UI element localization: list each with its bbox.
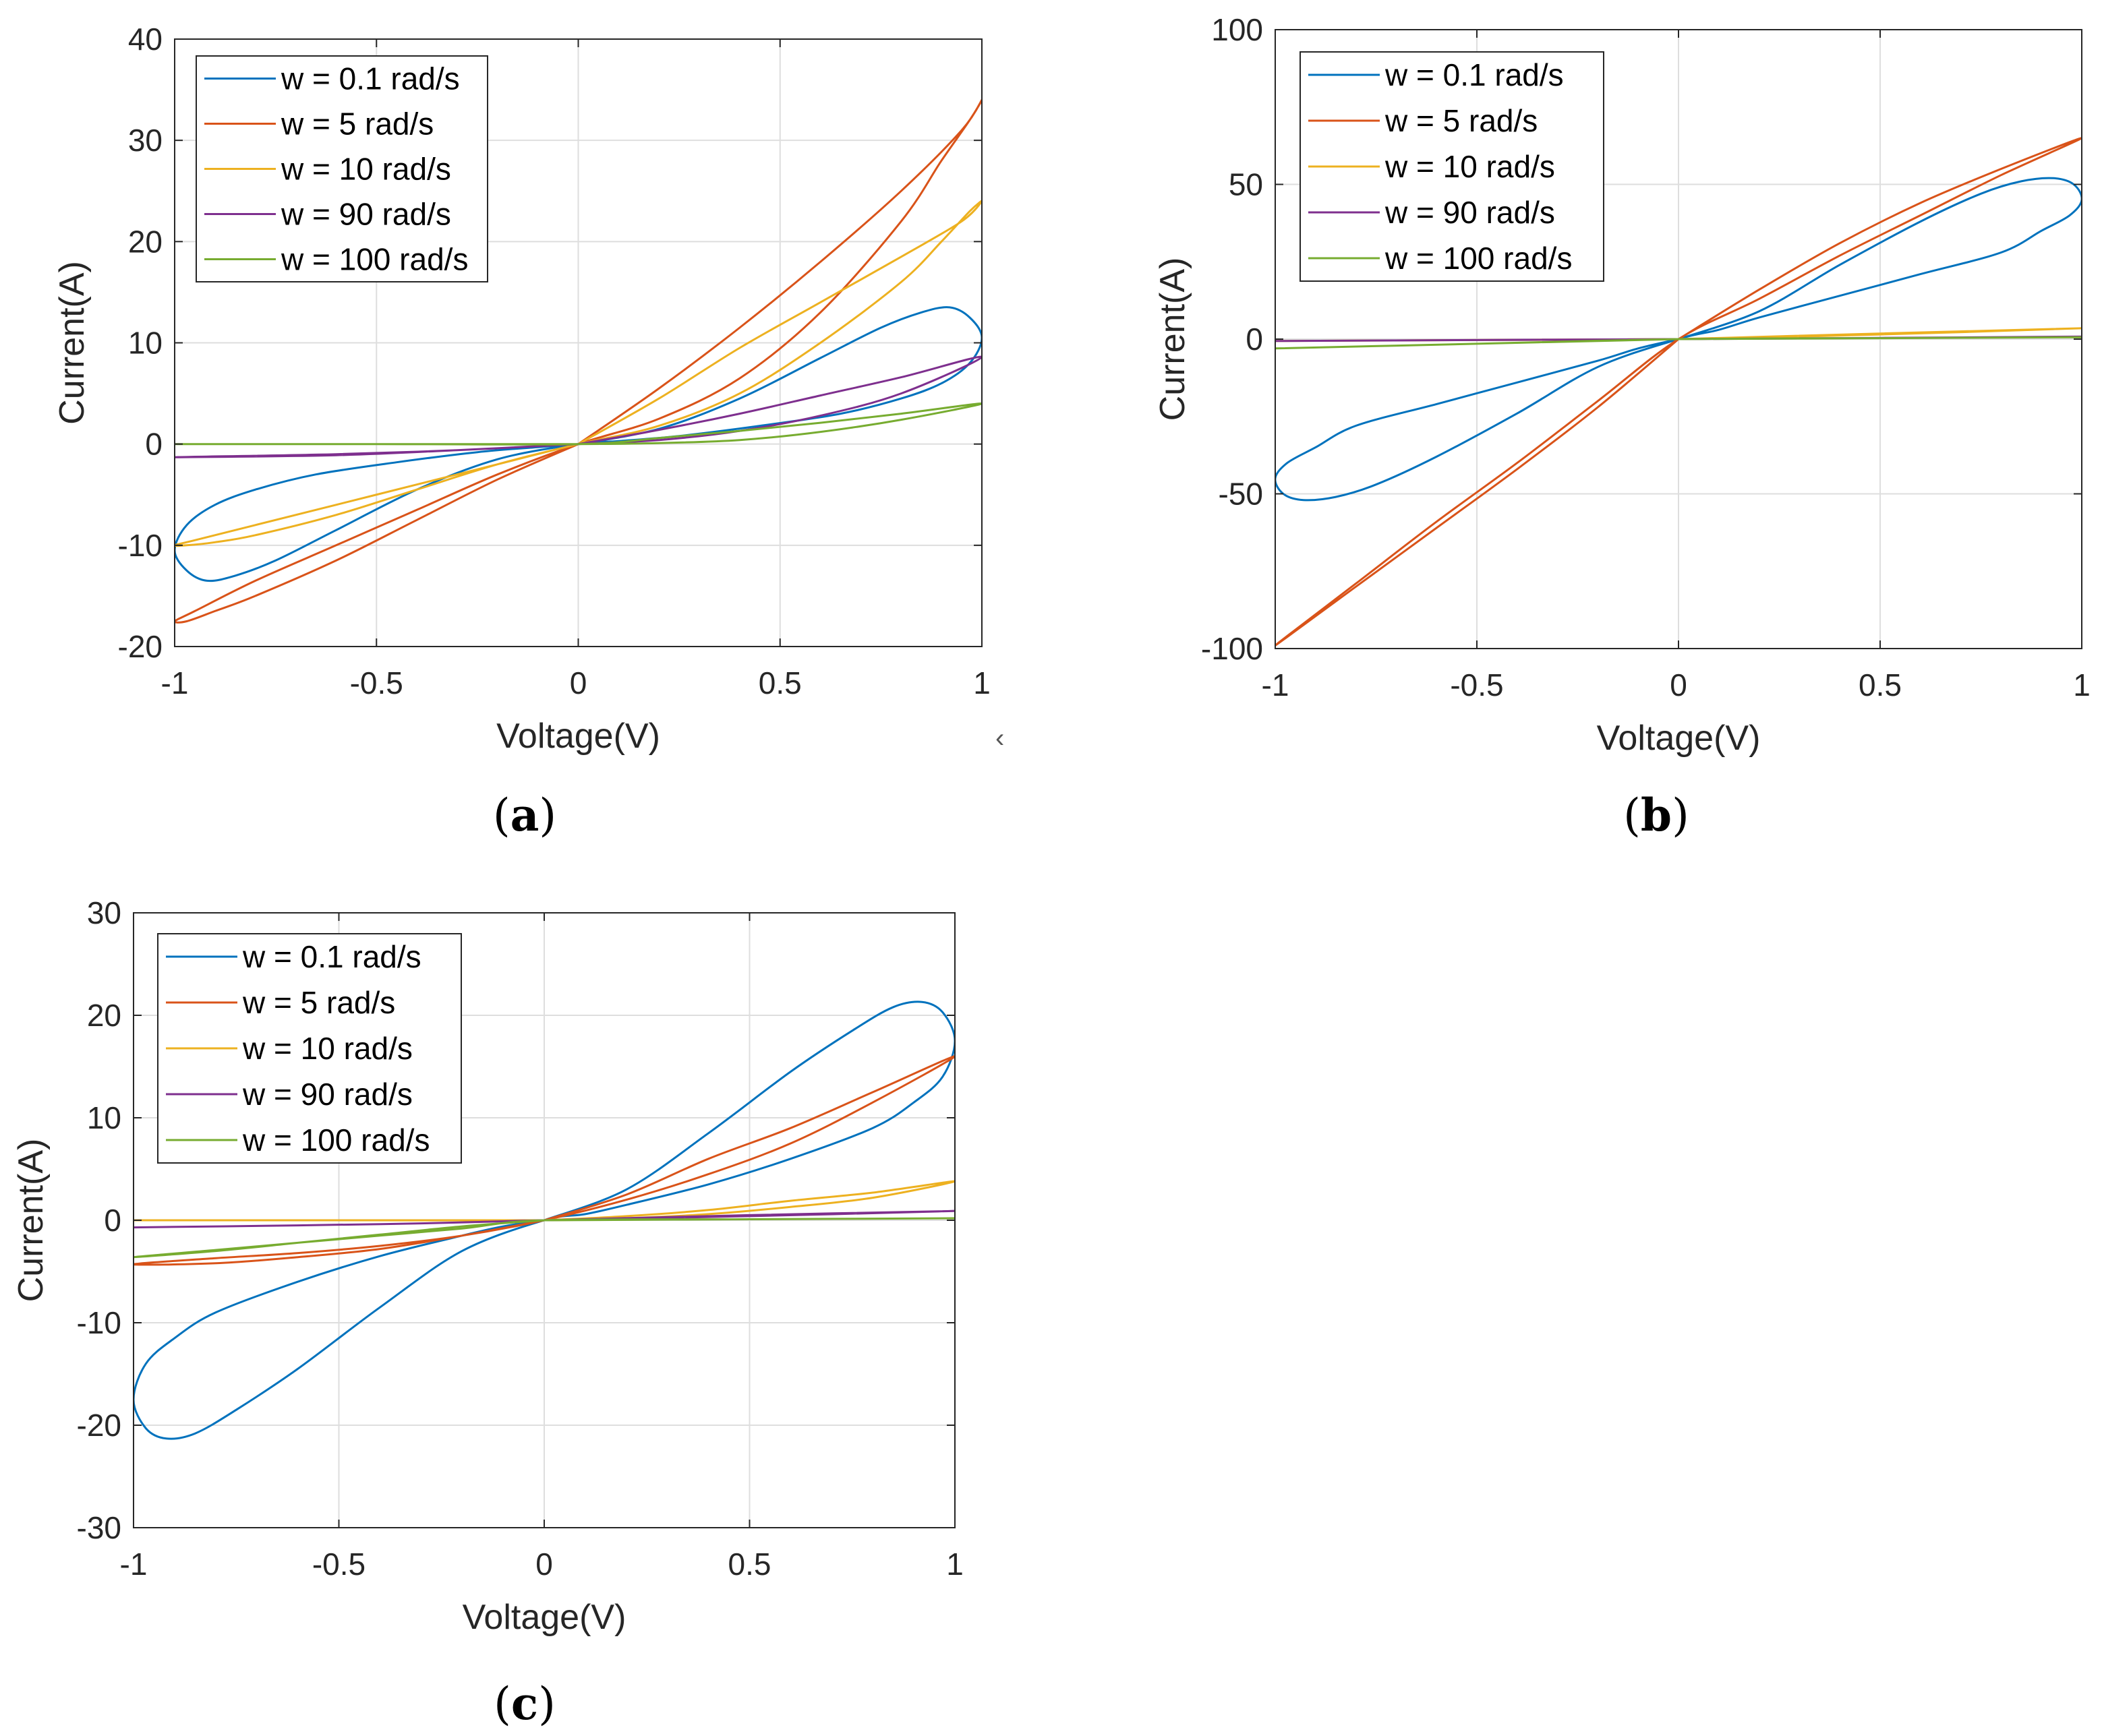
series-line-5 — [134, 1217, 955, 1259]
series-line-5 — [1275, 336, 2082, 350]
y-axis-label: Current(A) — [1153, 258, 1192, 421]
x-tick-label: -0.5 — [350, 665, 403, 700]
y-tick-label: 100 — [1211, 12, 1263, 47]
x-tick-label: 0.5 — [759, 665, 802, 700]
x-tick-label: -0.5 — [1450, 667, 1503, 702]
y-tick-label: 10 — [128, 326, 163, 361]
legend-entry: w = 0.1 rad/s — [281, 61, 460, 96]
legend: w = 0.1 rad/s w = 5 rad/s w = 10 rad/s w = … — [196, 55, 488, 282]
y-tick-label: 30 — [87, 895, 121, 930]
series-group — [1275, 137, 2082, 647]
series-line-4 — [175, 355, 982, 458]
x-tick-label: 1 — [973, 665, 991, 700]
y-tick-label: 0 — [104, 1203, 121, 1238]
panel-label: (b) — [1623, 789, 1689, 841]
y-tick-label: -10 — [77, 1305, 121, 1340]
chart-panel-a: -1 -0.5 0 0.5 1 -20 -10 0 10 20 30 40 Voltage(V) Curr… — [53, 22, 991, 841]
y-tick-label: 40 — [128, 22, 163, 57]
series-line-4 — [134, 1209, 955, 1229]
series-line-2 — [1275, 137, 2082, 647]
x-tick-label: 1 — [2073, 667, 2091, 702]
legend-entry: w = 5 rad/s — [1384, 103, 1538, 138]
x-tick-label: -1 — [1262, 667, 1289, 702]
legend-entry: w = 0.1 rad/s — [1384, 57, 1564, 92]
y-tick-label: 0 — [145, 427, 163, 462]
legend-entry: w = 90 rad/s — [1384, 195, 1555, 230]
x-tick-label: 0.5 — [728, 1547, 771, 1582]
chart-panel-c: -1 -0.5 0 0.5 1 -30 -20 -10 0 10 20 30 Voltage(V) Cur… — [11, 895, 964, 1730]
x-axis-label: Voltage(V) — [463, 1598, 626, 1637]
y-axis-label: Current(A) — [11, 1139, 51, 1303]
y-tick-label: -20 — [118, 629, 163, 664]
legend-entry: w = 10 rad/s — [1384, 149, 1555, 184]
x-tick-label: 0 — [1670, 667, 1687, 702]
stray-mark: ‹ — [995, 723, 1004, 753]
x-tick-label: -1 — [120, 1547, 148, 1582]
legend: w = 0.1 rad/s w = 5 rad/s w = 10 rad/s w = … — [157, 933, 462, 1164]
y-tick-label: 10 — [87, 1100, 121, 1135]
legend-entry: w = 5 rad/s — [242, 985, 395, 1020]
legend-entry: w = 100 rad/s — [242, 1123, 430, 1158]
x-tick-label: -1 — [161, 665, 189, 700]
x-tick-label: 0 — [535, 1547, 553, 1582]
legend-entry: w = 90 rad/s — [281, 197, 451, 232]
y-tick-label: 50 — [1229, 167, 1263, 202]
legend-entry: w = 90 rad/s — [242, 1077, 413, 1112]
y-axis-label: Current(A) — [53, 261, 92, 425]
legend-entry: w = 100 rad/s — [1384, 241, 1572, 276]
y-tick-label: 20 — [87, 998, 121, 1033]
y-tick-label: 20 — [128, 224, 163, 259]
legend-entry: w = 10 rad/s — [281, 152, 451, 187]
y-tick-label: -10 — [118, 528, 163, 563]
legend-entry: w = 10 rad/s — [242, 1031, 413, 1066]
y-tick-label: -50 — [1219, 477, 1263, 512]
y-tick-label: -30 — [77, 1510, 121, 1545]
y-tick-label: 30 — [128, 123, 163, 158]
y-tick-label: -100 — [1201, 631, 1263, 666]
legend-entry: w = 100 rad/s — [281, 242, 468, 277]
series-line-2 — [175, 98, 982, 624]
x-tick-label: 1 — [946, 1547, 964, 1582]
x-tick-label: 0.5 — [1859, 667, 1902, 702]
legend: w = 0.1 rad/s w = 5 rad/s w = 10 rad/s w = … — [1300, 51, 1604, 282]
x-tick-label: -0.5 — [312, 1547, 366, 1582]
x-axis-label: Voltage(V) — [496, 717, 660, 756]
panel-label: (c) — [494, 1677, 556, 1730]
legend-entry: w = 0.1 rad/s — [242, 939, 421, 974]
x-axis-label: Voltage(V) — [1597, 719, 1761, 758]
legend-entry: w = 5 rad/s — [281, 107, 434, 142]
y-tick-label: -20 — [77, 1408, 121, 1443]
panel-label: (a) — [493, 789, 556, 841]
y-tick-label: 0 — [1246, 322, 1263, 357]
x-tick-label: 0 — [570, 665, 587, 700]
chart-panel-b: -1 -0.5 0 0.5 1 -100 -50 0 50 100 Voltage(V) Curren… — [1153, 12, 2091, 841]
